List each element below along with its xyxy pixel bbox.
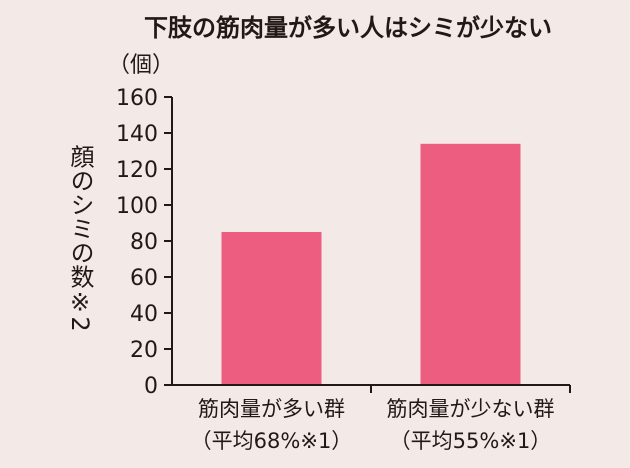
y-tick-label: 140 [116, 122, 158, 147]
bar-2 [420, 143, 521, 385]
x-category-label: 筋肉量が少ない群 [387, 397, 555, 421]
y-axis: 0 20 40 60 80 100 120 140 160 [116, 86, 173, 399]
y-tick-label: 80 [130, 230, 158, 255]
y-tick-label: 120 [116, 158, 158, 183]
y-tick-label: 100 [116, 194, 158, 219]
y-tick-label: 0 [144, 374, 158, 399]
y-tick-label: 60 [130, 266, 158, 291]
bars [221, 143, 521, 385]
y-tick-label: 20 [130, 338, 158, 363]
bar-1 [221, 232, 322, 385]
y-unit-label: （個） [108, 53, 174, 78]
x-category-sublabel: （平均55%※1） [390, 429, 552, 453]
x-axis: 筋肉量が多い群 （平均68%※1） 筋肉量が少ない群 （平均55%※1） [172, 384, 571, 453]
chart-title: 下肢の筋肉量が多い人はシミが少ない [144, 14, 552, 42]
y-tick-label: 40 [130, 302, 158, 327]
x-category-sublabel: （平均68%※1） [191, 429, 353, 453]
y-axis-label: 顔のシミの数※2 [66, 144, 94, 331]
x-category-label: 筋肉量が多い群 [198, 397, 345, 421]
y-tick-label: 160 [116, 86, 158, 111]
